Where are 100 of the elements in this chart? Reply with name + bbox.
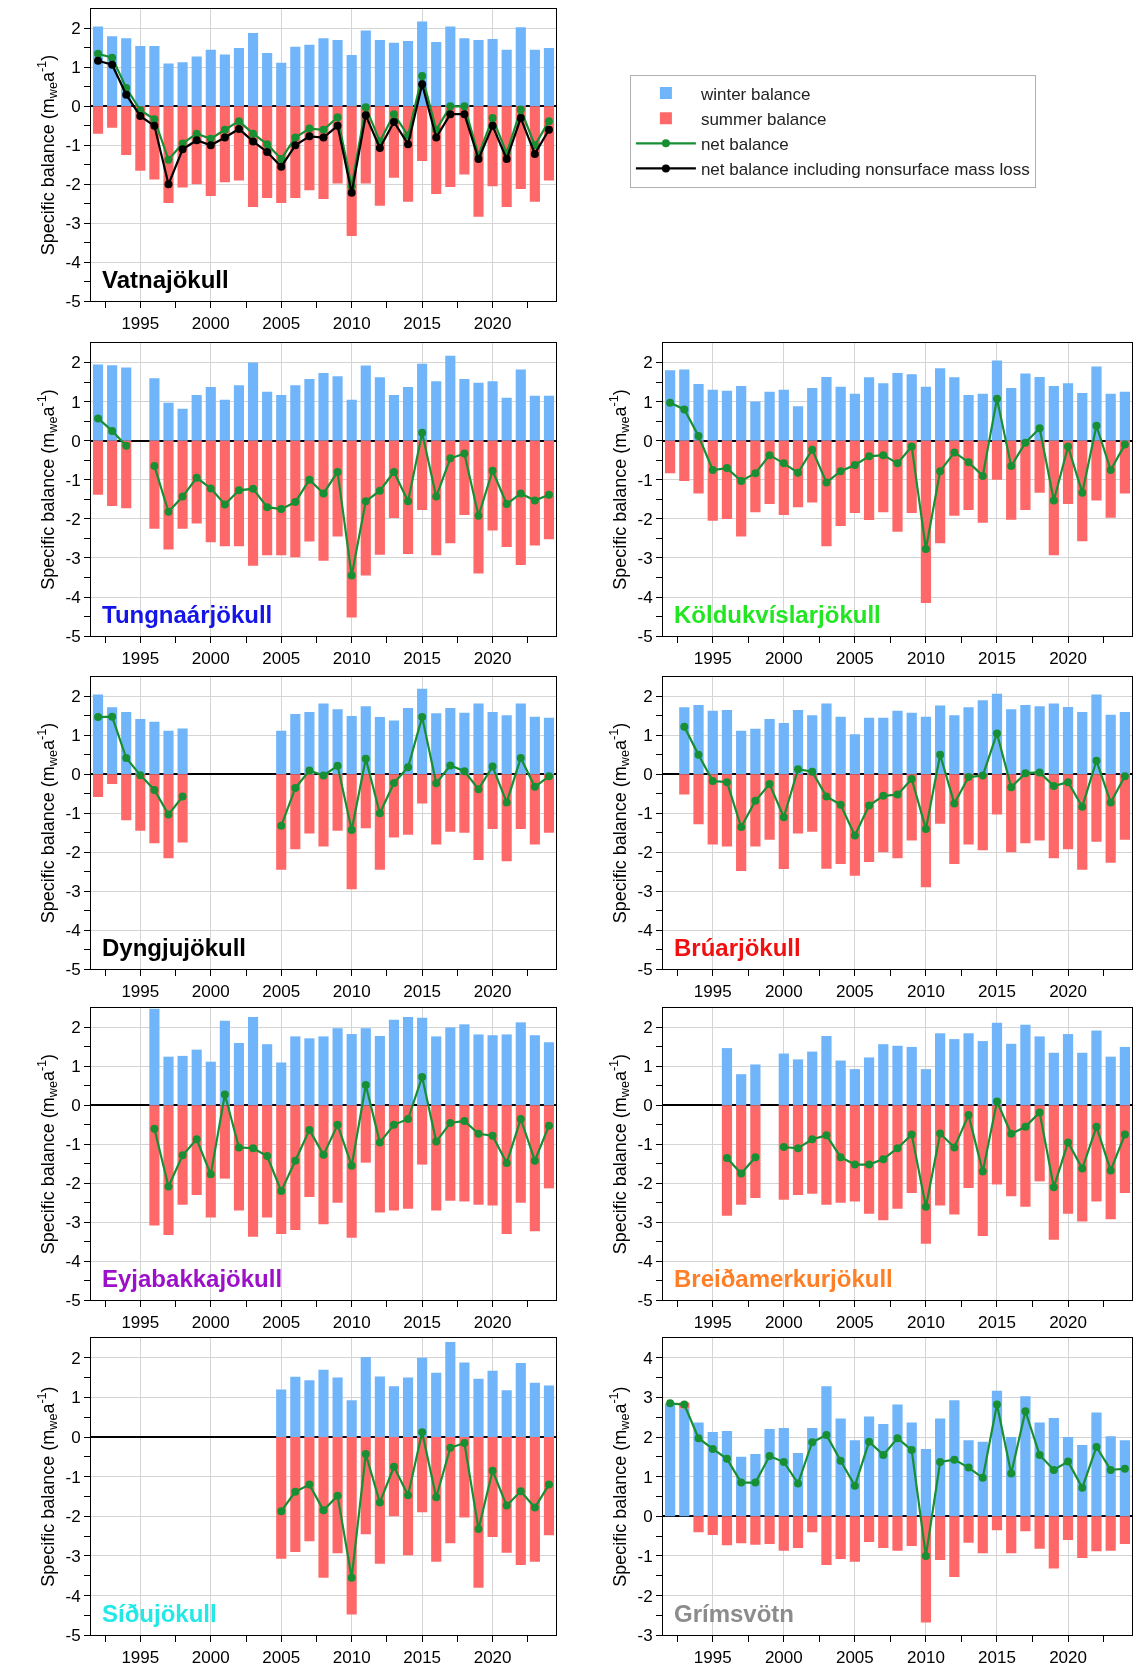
y-tick-label: 2 — [71, 687, 81, 707]
bar — [515, 369, 526, 441]
bar — [1020, 705, 1031, 775]
bar — [501, 1105, 512, 1234]
bar — [543, 717, 555, 775]
point — [865, 452, 874, 461]
x-tick-label: 1995 — [693, 981, 732, 1001]
bar — [721, 1105, 733, 1216]
bar — [949, 377, 960, 441]
bar — [515, 774, 526, 829]
y-tick-label: 0 — [71, 97, 81, 117]
point — [94, 56, 103, 65]
bar — [1119, 712, 1131, 775]
point — [722, 778, 731, 787]
point — [737, 1169, 746, 1178]
bar — [1119, 1105, 1131, 1194]
bar — [1077, 1105, 1088, 1222]
bar — [1048, 1052, 1059, 1106]
bar — [121, 367, 132, 441]
point — [488, 121, 497, 130]
bar — [1034, 440, 1045, 493]
y-tick-label: -1 — [637, 804, 653, 824]
bar — [304, 1437, 315, 1542]
bar — [459, 378, 470, 441]
point — [333, 1120, 342, 1129]
x-tick-label: 2020 — [473, 313, 512, 333]
bar — [764, 1516, 775, 1545]
bar — [149, 721, 160, 775]
point — [460, 1438, 469, 1447]
point — [722, 464, 731, 473]
point — [1120, 1464, 1129, 1473]
point — [361, 111, 370, 120]
text: Köldukvíslarjökull — [674, 601, 881, 628]
y-tick-label: -1 — [65, 1467, 81, 1487]
point — [544, 1121, 553, 1130]
bar — [991, 440, 1003, 480]
bar — [149, 1105, 160, 1226]
bar — [835, 1418, 846, 1517]
bar — [388, 1019, 400, 1106]
bar — [233, 1043, 245, 1106]
bar — [1119, 1516, 1131, 1545]
bar — [374, 1437, 385, 1564]
bar — [177, 62, 188, 107]
x-tick-label: 2020 — [473, 981, 512, 1001]
bar — [878, 774, 889, 853]
bar — [374, 440, 385, 555]
bar — [664, 370, 676, 441]
point — [418, 1428, 427, 1437]
point — [1035, 768, 1044, 777]
x-tick-label: 2000 — [764, 981, 803, 1001]
bar — [949, 715, 960, 775]
point — [836, 467, 845, 476]
y-tick-label: 1 — [643, 1467, 653, 1487]
bar — [276, 774, 287, 870]
bar — [543, 1437, 555, 1536]
point — [361, 1081, 370, 1090]
y-tick-label: 0 — [643, 1507, 653, 1527]
point — [446, 102, 455, 111]
bar — [515, 1022, 526, 1106]
bar — [949, 440, 960, 516]
bar — [431, 42, 442, 107]
bar — [792, 1059, 804, 1106]
bar — [892, 373, 903, 441]
x-tick-label: 2005 — [835, 981, 874, 1001]
y-tick-label: -5 — [65, 292, 81, 312]
point — [333, 121, 342, 130]
point — [1078, 802, 1087, 811]
legend-label: net balance including nonsurface mass loss — [700, 160, 1030, 180]
legend-label: net balance — [700, 134, 789, 154]
bar — [233, 385, 245, 441]
y-tick-label: -3 — [65, 548, 81, 568]
bar — [1048, 385, 1059, 441]
y-tick-label: -3 — [637, 882, 653, 902]
x-tick-label: 2000 — [764, 1312, 803, 1332]
bar — [149, 440, 160, 529]
point — [978, 771, 987, 780]
y-tick-label: 1 — [71, 392, 81, 412]
point — [291, 1487, 300, 1496]
point — [950, 1455, 959, 1464]
bar — [778, 1427, 789, 1517]
bar — [764, 1429, 775, 1517]
bar — [949, 1039, 960, 1106]
bar — [543, 1385, 555, 1438]
point — [1021, 769, 1030, 778]
bar — [318, 1437, 329, 1578]
point — [1078, 488, 1087, 497]
point — [1021, 1122, 1030, 1131]
bar — [501, 1390, 512, 1438]
bar — [1091, 1516, 1102, 1552]
point — [708, 776, 717, 785]
bar — [219, 54, 230, 107]
point — [249, 137, 258, 146]
bar — [346, 399, 357, 441]
y-tick-label: -3 — [65, 1213, 81, 1233]
bar — [1062, 1437, 1074, 1517]
bar — [977, 700, 988, 775]
bar — [501, 1437, 512, 1553]
bar — [515, 1362, 526, 1438]
bar — [262, 440, 273, 556]
bar — [750, 774, 761, 847]
